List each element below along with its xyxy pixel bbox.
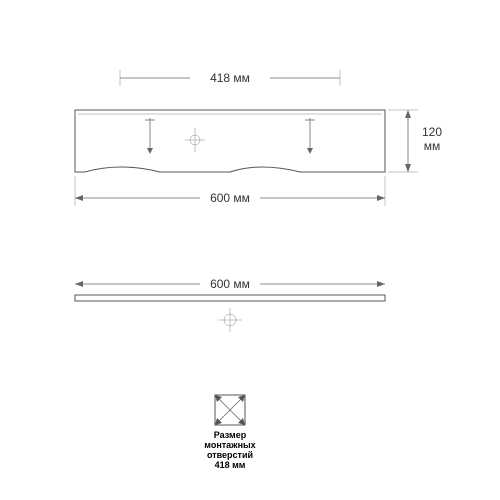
bottom-dimension: 600 мм xyxy=(75,176,385,206)
top-dim-label: 418 мм xyxy=(210,71,250,85)
fixture-top-outline xyxy=(75,295,385,301)
right-dimension: 120 мм xyxy=(388,110,442,172)
footer-line-3: отверстий xyxy=(207,450,253,460)
mounting-size-icon xyxy=(215,395,245,425)
top-dimension: 418 мм xyxy=(120,70,340,86)
footer: Размер монтажных отверстий 418 мм xyxy=(204,395,255,470)
footer-line-2: монтажных xyxy=(204,440,255,450)
fixture-outline xyxy=(75,110,385,172)
front-view: 418 мм 120 м xyxy=(75,70,442,206)
topview-dimension: 600 мм xyxy=(75,277,385,291)
center-mark-top xyxy=(218,308,242,332)
center-mark-front xyxy=(185,128,205,152)
right-dim-label-2: мм xyxy=(424,139,441,153)
topview-dim-label: 600 мм xyxy=(210,277,250,291)
technical-drawing: 418 мм 120 м xyxy=(0,0,500,500)
screw-right xyxy=(305,118,315,154)
screw-left xyxy=(145,118,155,154)
bottom-dim-label: 600 мм xyxy=(210,191,250,205)
footer-line-4: 418 мм xyxy=(215,460,246,470)
right-dim-label-1: 120 xyxy=(422,125,442,139)
top-view: 600 мм xyxy=(75,277,385,332)
footer-line-1: Размер xyxy=(214,430,247,440)
